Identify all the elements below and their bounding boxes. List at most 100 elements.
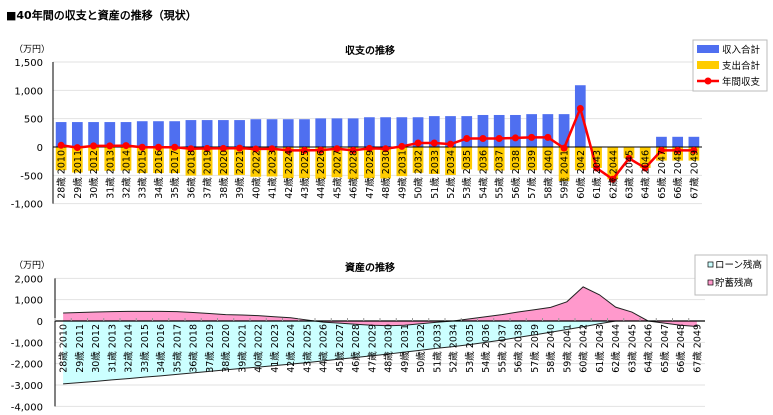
net-point: [219, 144, 227, 152]
category-label: 53歳 2035: [461, 150, 473, 199]
income-bar: [88, 122, 99, 147]
legend-income-label: 収入合計: [722, 44, 761, 56]
income-bar: [672, 136, 684, 147]
expense-bar: [364, 147, 375, 179]
category-label: 61歳 2043: [594, 324, 606, 373]
y-tick-label: 2,000: [14, 274, 43, 285]
income-bar: [185, 120, 197, 147]
expense-bar: [380, 147, 391, 179]
income-bar: [234, 120, 245, 147]
loan-area: [63, 321, 697, 384]
category-label: 32歳 2014: [123, 324, 135, 373]
expense-bar: [136, 147, 148, 174]
expense-bar: [445, 147, 456, 176]
expense-bar: [591, 147, 602, 168]
y-tick-label: -500: [20, 171, 43, 182]
category-label: 63歳 2045: [626, 324, 638, 373]
y-tick-label: -3,000: [11, 381, 43, 392]
category-label: 31歳 2013: [104, 150, 116, 199]
category-label: 33歳 2015: [139, 324, 151, 373]
net-point: [609, 175, 617, 183]
expense-bar: [185, 147, 197, 176]
category-label: 56歳 2038: [513, 324, 525, 373]
income-bar: [55, 122, 67, 147]
category-label: 67歳 2049: [691, 324, 703, 373]
category-label: 39歳 2021: [234, 150, 246, 199]
income-bar: [250, 119, 262, 147]
net-point: [138, 143, 146, 151]
expense-bar: [250, 147, 262, 177]
net-point: [268, 145, 276, 153]
expense-bar: [218, 147, 229, 176]
y-tick-label: 0: [37, 317, 43, 328]
category-label: 64歳 2046: [640, 150, 652, 199]
category-label: 30歳 2012: [88, 150, 100, 199]
net-point: [252, 145, 260, 153]
legend-loan-swatch: [707, 261, 714, 268]
category-label: 47歳 2029: [364, 150, 376, 199]
net-point: [333, 145, 341, 153]
category-label: 33歳 2015: [137, 150, 149, 199]
net-point: [463, 135, 471, 142]
category-label: 48歳 2030: [380, 150, 392, 199]
category-label: 46歳 2028: [350, 324, 362, 373]
category-label: 65歳 2047: [659, 324, 671, 373]
net-point: [398, 142, 406, 150]
category-label: 50歳 2032: [413, 150, 425, 199]
income-bar: [380, 117, 391, 147]
savings-area: [63, 286, 697, 327]
asset-chart-title: 資産の推移: [345, 261, 395, 274]
income-bar: [347, 118, 359, 147]
category-label: 28歳 2010: [58, 324, 70, 373]
net-point: [203, 144, 211, 152]
y-tick-label: -2,000: [11, 360, 43, 371]
legend-net-marker: [704, 77, 712, 85]
category-label: 53歳 2035: [464, 324, 476, 373]
category-label: 49歳 2031: [399, 324, 411, 373]
category-label: 29歳 2011: [74, 324, 86, 373]
expense-bar: [477, 147, 489, 171]
income-bar: [331, 118, 343, 147]
expense-bar: [71, 147, 83, 173]
expense-bar: [607, 147, 619, 180]
category-label: 60歳 2042: [575, 150, 587, 199]
net-point: [657, 146, 665, 154]
income-bar: [364, 117, 375, 147]
income-bar: [412, 117, 424, 147]
category-label: 56歳 2038: [510, 150, 522, 199]
legend-income-swatch: [697, 45, 719, 53]
category-label: 51歳 2033: [429, 150, 441, 199]
expense-bar: [510, 147, 521, 170]
income-bar: [493, 114, 505, 147]
net-point: [576, 104, 584, 112]
expense-bar: [234, 147, 245, 176]
income-bar: [428, 116, 440, 147]
income-bar: [299, 119, 310, 147]
net-point: [479, 135, 487, 142]
legend-savings-label: 貯蓄残高: [715, 277, 753, 289]
net-point: [122, 142, 130, 150]
net-point: [495, 135, 503, 142]
category-label: 29歳 2011: [72, 150, 84, 199]
net-point: [365, 144, 373, 152]
category-label: 31歳 2013: [106, 324, 118, 373]
category-label: 38歳 2020: [220, 324, 232, 373]
net-point: [528, 133, 536, 141]
net-point: [641, 164, 649, 172]
category-label: 67歳 2049: [688, 150, 700, 199]
net-point: [414, 139, 422, 147]
expense-bar: [396, 147, 408, 177]
category-label: 65歳 2047: [656, 150, 668, 199]
expense-bar: [493, 147, 505, 171]
category-label: 34歳 2016: [153, 150, 165, 199]
legend-savings-swatch: [707, 279, 714, 286]
category-label: 64歳 2046: [643, 324, 655, 373]
net-point: [236, 144, 244, 152]
y-tick-label: 1,000: [14, 296, 43, 307]
income-bar: [510, 114, 521, 147]
category-label: 45歳 2027: [334, 324, 346, 373]
expense-bar: [623, 147, 635, 159]
legend-expense-label: 支出合計: [722, 60, 761, 72]
y-tick-label: 1,500: [14, 58, 43, 69]
